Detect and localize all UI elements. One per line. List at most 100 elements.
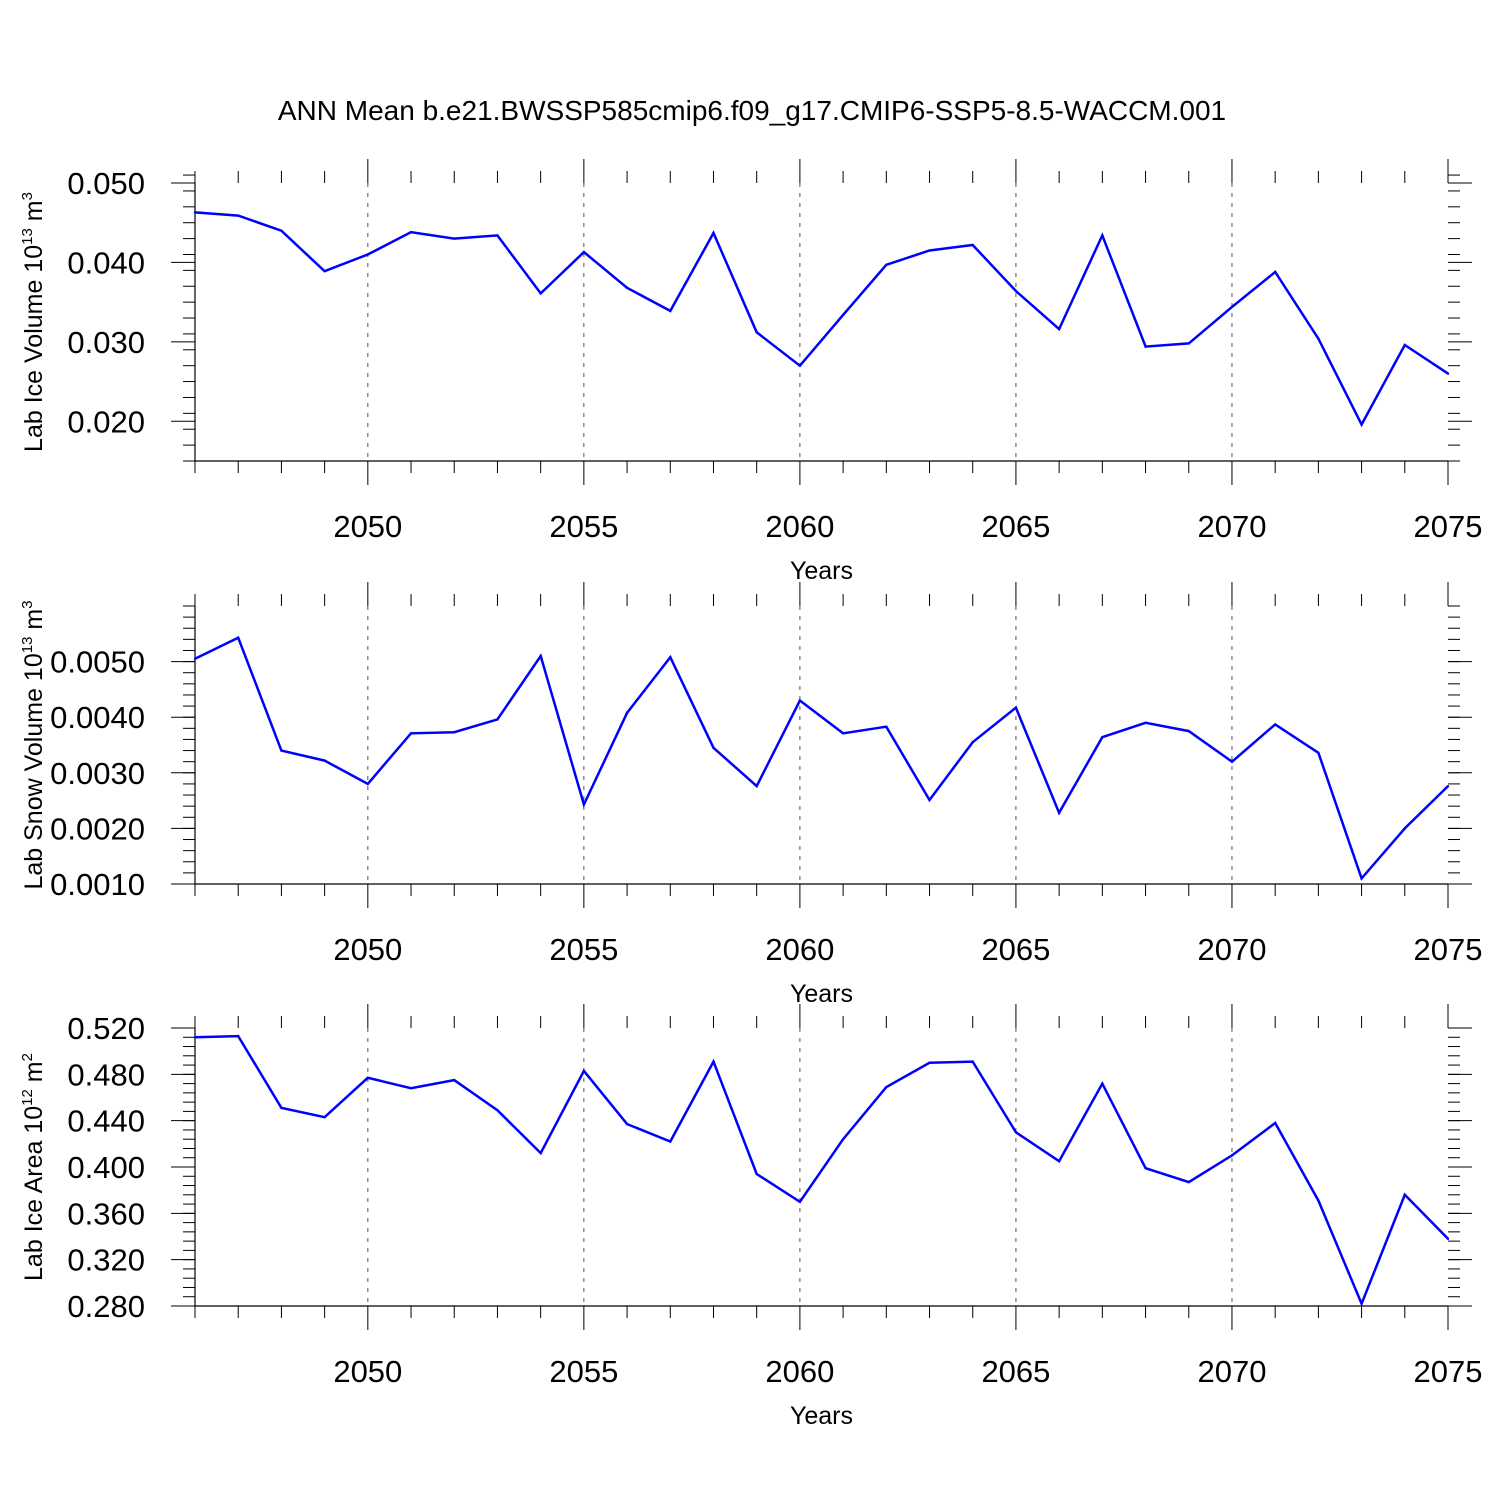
data-point (625, 711, 629, 714)
data-point (1317, 1199, 1320, 1202)
y-tick-label: 0.360 (67, 1196, 145, 1231)
y-tick-label: 0.280 (67, 1289, 145, 1324)
x-tick-label: 2075 (1414, 509, 1483, 544)
y-tick-label: 0.480 (67, 1057, 145, 1092)
data-point (669, 1140, 672, 1143)
series-line (194, 211, 1449, 428)
data-point (755, 1172, 758, 1176)
data-point (1230, 1154, 1234, 1157)
data-point (237, 214, 240, 217)
y-tick-label: 0.0050 (50, 645, 145, 680)
data-point (841, 732, 845, 735)
data-point (798, 364, 802, 367)
data-point (1144, 721, 1147, 724)
x-tick-label: 2060 (765, 932, 834, 967)
y-tick-label: 0.440 (67, 1104, 145, 1139)
figure-title: ANN Mean b.e21.BWSSP585cmip6.f09_g17.CMI… (278, 95, 1226, 126)
data-point (280, 1106, 283, 1110)
data-point (841, 1138, 845, 1141)
data-point (755, 784, 758, 788)
data-point (625, 1122, 629, 1126)
data-point (928, 798, 931, 802)
data-point (712, 746, 715, 749)
x-tick-label: 2065 (981, 1354, 1050, 1389)
data-point (1144, 1166, 1147, 1170)
y-tick-label: 0.040 (67, 245, 145, 280)
data-point (798, 699, 802, 702)
data-point (453, 237, 456, 240)
data-point (1014, 289, 1018, 293)
x-axis-label: Years (790, 980, 853, 1008)
x-tick-label: 2060 (765, 1354, 834, 1389)
data-point (280, 229, 283, 232)
data-point (1273, 723, 1277, 726)
data-point (1057, 327, 1061, 331)
data-point (971, 741, 974, 744)
data-point (582, 1069, 586, 1073)
y-tick-label: 0.030 (67, 325, 145, 360)
data-point (496, 1109, 499, 1112)
data-point (1317, 337, 1320, 340)
x-tick-label: 2070 (1197, 1354, 1266, 1389)
x-tick-label: 2075 (1414, 932, 1483, 967)
data-point (885, 1085, 888, 1089)
x-tick-label: 2050 (333, 1354, 402, 1389)
data-point (453, 731, 456, 734)
data-point (1187, 1180, 1190, 1184)
data-point (366, 1076, 370, 1080)
y-tick-label: 0.0030 (50, 756, 145, 791)
y-tick-label: 0.520 (67, 1011, 145, 1046)
data-point (625, 286, 629, 290)
data-point (539, 292, 542, 295)
data-point (1446, 784, 1450, 788)
data-point (1057, 1160, 1061, 1163)
data-point (1230, 760, 1234, 763)
data-point (237, 1034, 240, 1038)
data-point (1187, 342, 1190, 345)
x-tick-label: 2070 (1197, 509, 1266, 544)
chart-panel-2: 2050 2055 2060 2065 2070 2075 0.0010 0.0020 0.00… (19, 582, 1482, 1008)
data-point (409, 231, 413, 234)
data-point (539, 1151, 542, 1155)
chart-panel-1: 2050 2055 2060 2065 2070 2075 0.020 0.030 0.040 0… (19, 159, 1482, 585)
data-point (712, 231, 715, 235)
data-point (971, 1060, 974, 1063)
data-point (193, 211, 197, 214)
x-tick-label: 2075 (1414, 1354, 1483, 1389)
data-point (1403, 827, 1406, 830)
data-point (1360, 423, 1363, 426)
data-point (496, 234, 499, 237)
x-tick-label: 2055 (549, 1354, 618, 1389)
data-point (1317, 751, 1320, 754)
x-tick-label: 2050 (333, 509, 402, 544)
data-point (409, 732, 413, 735)
data-point (193, 1036, 197, 1039)
data-point (323, 759, 326, 762)
data-point (193, 657, 197, 661)
y-tick-label: 0.0010 (50, 867, 145, 902)
y-tick-label: 0.400 (67, 1150, 145, 1185)
data-point (1230, 305, 1234, 309)
x-tick-label: 2055 (549, 509, 618, 544)
data-point (409, 1087, 413, 1090)
x-tick-label: 2055 (549, 932, 618, 967)
data-point (1360, 877, 1363, 880)
x-tick-label: 2070 (1197, 932, 1266, 967)
y-axis-label: Lab Ice Area 1012 m2 (19, 1053, 48, 1281)
data-point (582, 250, 586, 254)
data-point (582, 803, 586, 806)
data-point (1101, 234, 1104, 237)
data-point (1014, 1131, 1018, 1134)
data-point (971, 243, 974, 247)
y-tick-label: 0.050 (67, 166, 145, 201)
data-point (755, 331, 758, 334)
x-tick-label: 2065 (981, 932, 1050, 967)
data-point (237, 636, 240, 639)
series-line (194, 1034, 1449, 1308)
data-point (323, 269, 326, 273)
data-point (1187, 729, 1190, 733)
data-point (366, 253, 370, 256)
y-axis-label: Lab Ice Volume 1013 m3 (19, 192, 48, 452)
data-point (280, 749, 283, 752)
x-axis-label: Years (790, 1402, 853, 1430)
